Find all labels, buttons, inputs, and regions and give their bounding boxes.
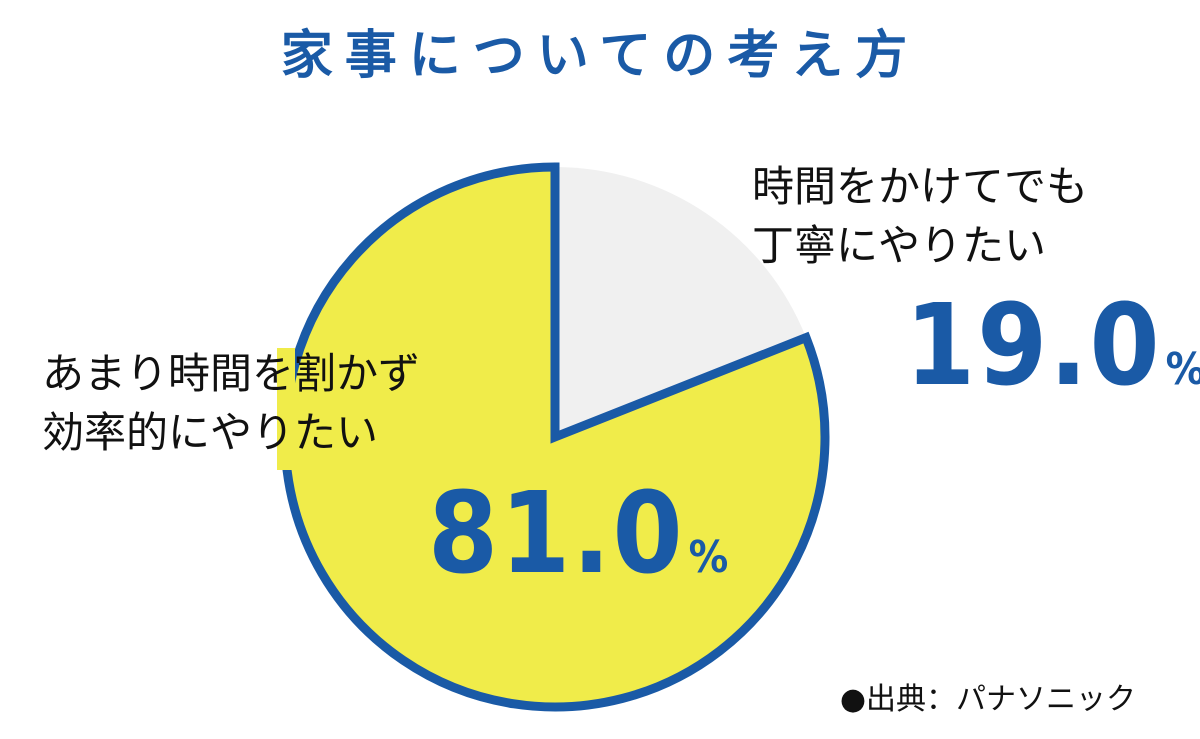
slice-value-thorough-number: 19.0 [905, 281, 1162, 411]
slice-value-efficient: 81.0% [428, 478, 728, 590]
chart-title: 家事についての考え方 [280, 26, 920, 86]
slice-value-thorough: 19.0% [905, 290, 1200, 402]
slice-value-efficient-unit: % [688, 532, 729, 583]
slice-value-efficient-number: 81.0 [428, 469, 685, 599]
slice-label-thorough-line-2: 丁寧にやりたい [752, 220, 1047, 270]
pie-slice-efficient-outline [280, 162, 830, 712]
slice-label-efficient-line-1: あまり時間を割かず [42, 349, 421, 398]
slice-label-thorough: 時間をかけてでも 丁寧にやりたい [752, 158, 1088, 276]
source-note: ●出典：パナソニック [839, 682, 1136, 717]
pie-outline-gap [277, 348, 295, 470]
pie-slice-thorough [555, 167, 807, 437]
slice-label-efficient-line-2: 効率的にやりたい [42, 407, 379, 457]
slice-value-thorough-unit: % [1166, 344, 1200, 395]
slice-label-efficient: あまり時間を割かず 効率的にやりたい [42, 345, 420, 463]
slice-label-thorough-line-1: 時間をかけてでも [752, 162, 1089, 211]
